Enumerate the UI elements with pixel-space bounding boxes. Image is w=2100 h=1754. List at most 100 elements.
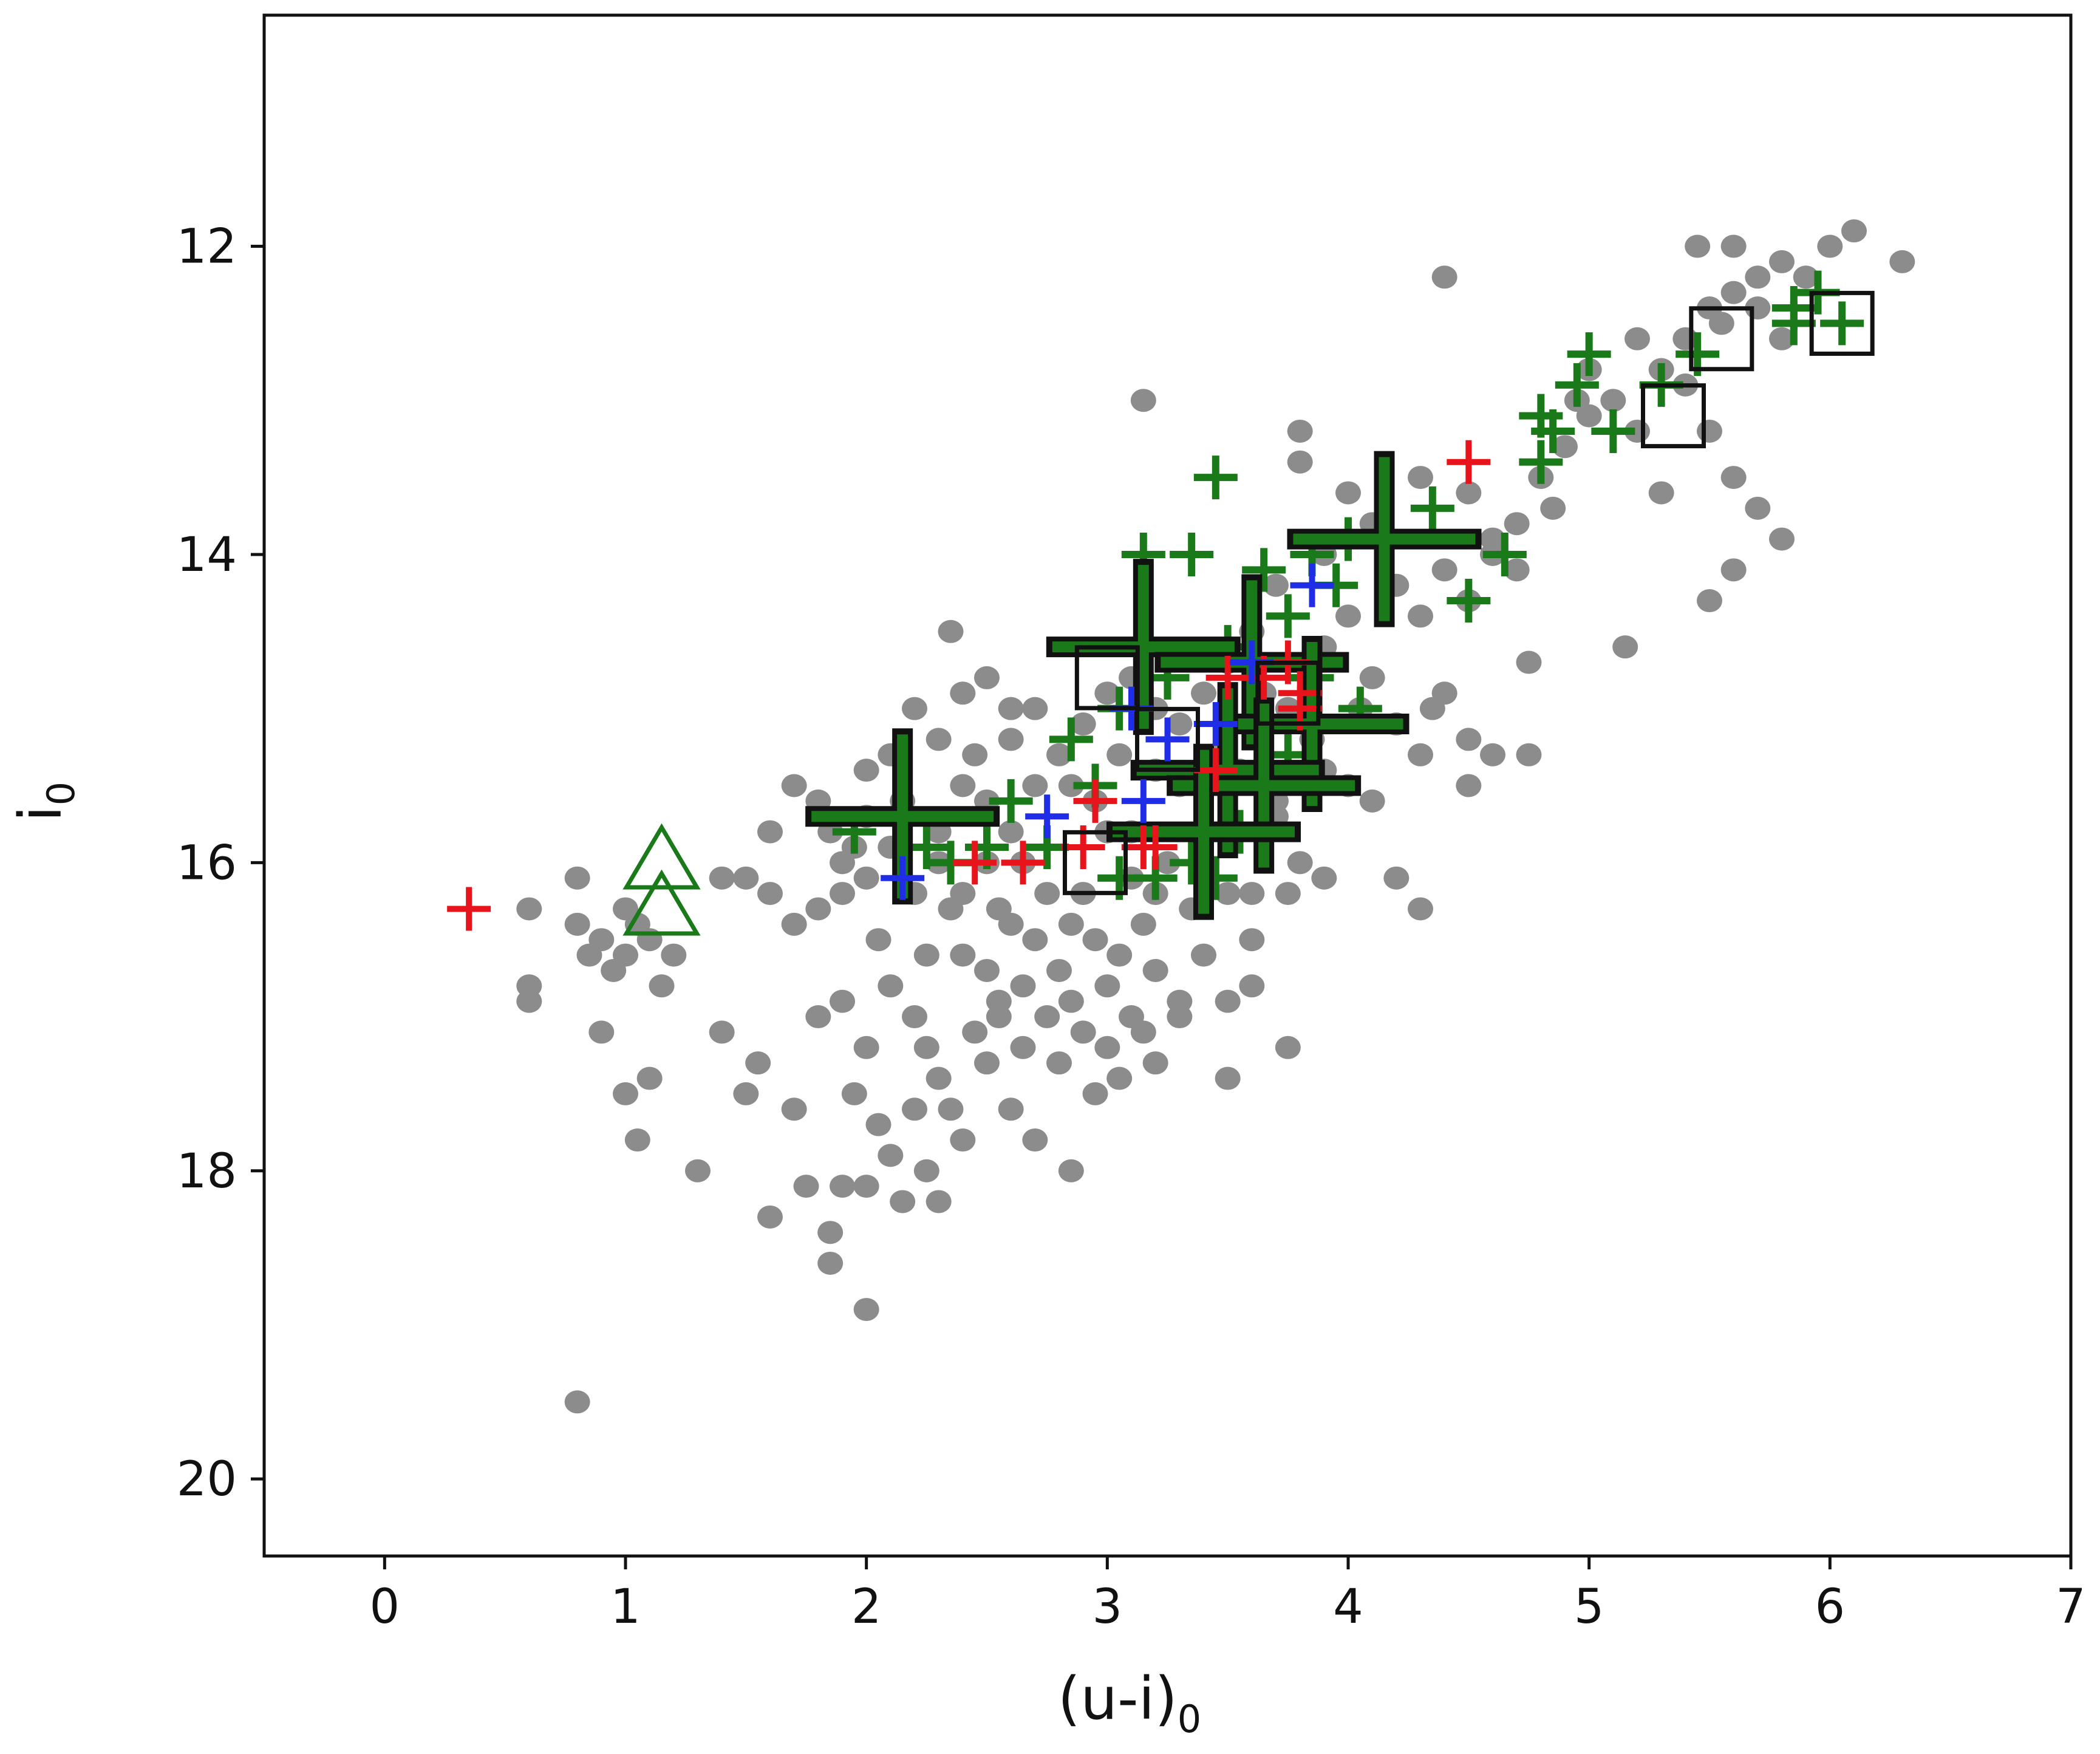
background-point	[1142, 1051, 1168, 1075]
background-point	[793, 1175, 819, 1198]
x-tick-label: 5	[1574, 1580, 1604, 1634]
background-point	[913, 943, 939, 967]
background-point	[1720, 558, 1747, 582]
square-marker	[1063, 830, 1128, 895]
background-point	[1552, 435, 1578, 459]
background-point	[805, 897, 831, 921]
background-point	[1058, 774, 1084, 797]
background-point	[938, 619, 964, 643]
plus-marker	[1193, 748, 1238, 793]
y-tick-label: 18	[177, 1144, 237, 1199]
background-point	[1456, 774, 1482, 797]
background-point	[1070, 712, 1096, 736]
background-point	[902, 697, 927, 720]
background-point	[902, 1005, 927, 1029]
background-point	[1311, 866, 1337, 890]
background-point	[1431, 558, 1457, 582]
background-point	[805, 1005, 831, 1029]
y-tick-label: 20	[177, 1452, 237, 1507]
plus-marker	[953, 841, 997, 885]
background-point	[1540, 496, 1566, 520]
background-point	[1142, 958, 1168, 982]
background-point	[950, 943, 976, 967]
background-point	[1022, 1128, 1048, 1152]
plus-marker	[1519, 440, 1563, 484]
background-point	[1034, 882, 1060, 906]
x-tick-label: 0	[370, 1580, 400, 1634]
plus-marker	[1170, 532, 1214, 576]
background-point	[926, 1066, 952, 1090]
background-point	[1275, 1036, 1301, 1059]
background-point	[1094, 974, 1120, 998]
background-point	[709, 866, 735, 890]
background-point	[1022, 928, 1048, 952]
background-point	[1130, 912, 1156, 936]
background-point	[1745, 496, 1771, 520]
y-axis-label: i0	[7, 782, 83, 822]
background-point	[1106, 1066, 1133, 1090]
background-point	[1720, 234, 1747, 258]
background-point	[1034, 1005, 1060, 1029]
background-point	[1215, 882, 1241, 906]
background-point	[1022, 697, 1048, 720]
background-point	[950, 1128, 976, 1152]
y-axis-label-main: i	[7, 805, 75, 822]
x-tick-label: 4	[1333, 1580, 1363, 1634]
plus-marker	[1555, 363, 1599, 407]
background-point	[624, 1128, 650, 1152]
background-point	[516, 989, 542, 1013]
background-point	[1094, 1036, 1120, 1059]
background-point	[986, 897, 1012, 921]
background-point	[998, 697, 1024, 720]
background-point	[1769, 327, 1795, 350]
x-tick-label: 7	[2056, 1580, 2086, 1634]
background-point	[757, 820, 783, 844]
y-tick-label: 12	[177, 220, 237, 275]
background-point	[588, 1020, 615, 1044]
plus-marker	[1133, 825, 1178, 869]
background-point	[1841, 219, 1867, 243]
background-point	[1287, 851, 1313, 875]
background-point	[649, 974, 675, 998]
plus-marker	[1049, 717, 1093, 762]
plus-marker	[1073, 779, 1117, 823]
background-point	[781, 774, 807, 797]
background-point	[878, 1144, 904, 1167]
background-point	[1359, 789, 1385, 813]
plus-marker	[989, 779, 1033, 823]
background-point	[1070, 1020, 1096, 1044]
plus-marker	[1447, 440, 1491, 484]
background-point	[841, 1082, 867, 1105]
y-tick-label: 14	[177, 528, 237, 582]
background-point	[1889, 250, 1915, 273]
background-point	[1720, 466, 1747, 490]
background-point	[1046, 958, 1072, 982]
background-point	[733, 866, 759, 890]
background-point	[1191, 943, 1216, 967]
background-point	[1708, 312, 1734, 335]
background-point	[613, 1082, 638, 1105]
plus-marker	[1121, 779, 1165, 823]
background-point	[962, 743, 988, 766]
plus-marker	[1290, 563, 1334, 607]
background-point	[1624, 327, 1650, 350]
background-point	[1516, 650, 1542, 674]
series-green-triangle	[622, 823, 701, 936]
background-point	[1456, 728, 1482, 751]
plus-marker	[1025, 794, 1069, 839]
background-point	[781, 912, 807, 936]
background-point	[1082, 928, 1108, 952]
background-point	[1239, 974, 1265, 998]
plus-marker	[447, 887, 491, 931]
background-point	[781, 1097, 807, 1121]
background-point	[938, 1097, 964, 1121]
background-point	[1383, 866, 1410, 890]
background-point	[1046, 743, 1072, 766]
square-marker	[1689, 306, 1754, 372]
square-marker	[1641, 383, 1706, 449]
y-tick-label: 16	[177, 836, 237, 890]
plus-marker	[1145, 717, 1190, 762]
background-point	[974, 666, 1000, 689]
